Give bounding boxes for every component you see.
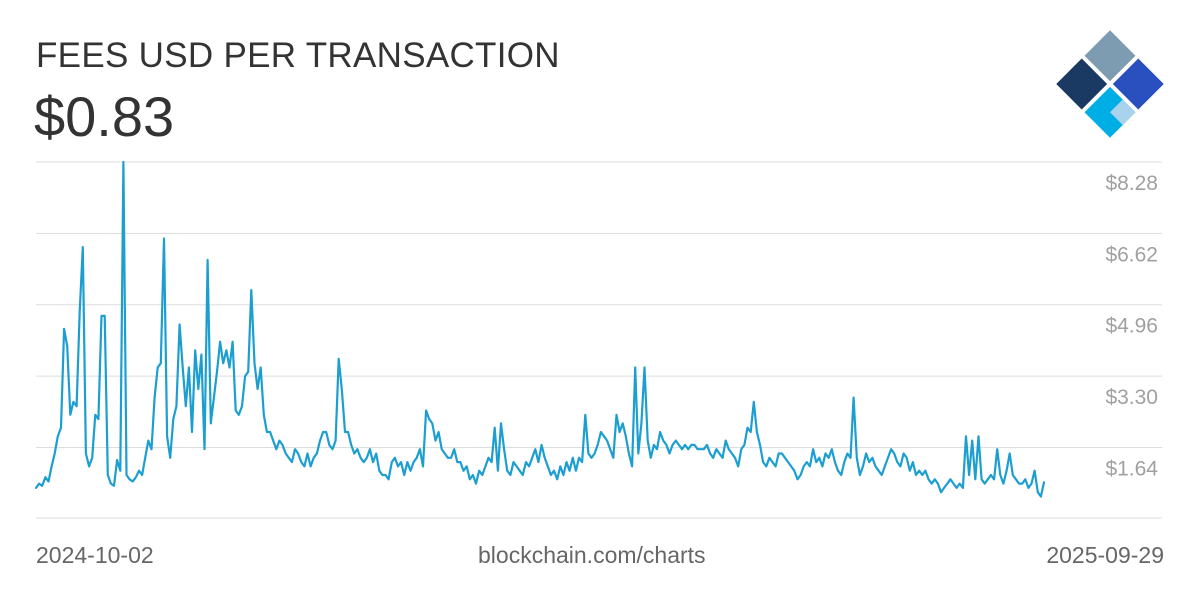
chart-grid [36, 161, 1162, 519]
start-date-label: 2024-10-02 [36, 542, 154, 568]
source-link[interactable]: blockchain.com/charts [478, 542, 706, 568]
chart-title: FEES USD PER TRANSACTION [36, 36, 560, 75]
y-tick-label-1: $3.30 [1105, 386, 1158, 409]
y-tick-label-3: $6.62 [1105, 243, 1158, 266]
y-tick-label-0: $1.64 [1105, 457, 1158, 480]
current-value: $0.83 [34, 85, 175, 148]
y-axis-tick-labels: $1.64 $3.30 $4.96 $6.62 $8.28 [1105, 172, 1158, 480]
blockchain-diamond-logo-icon [1056, 30, 1164, 138]
end-date-label: 2025-09-29 [1046, 542, 1164, 568]
y-tick-label-4: $8.28 [1105, 172, 1158, 195]
fees-series-line [34, 160, 1046, 498]
y-tick-label-2: $4.96 [1105, 315, 1158, 338]
logo-square-top [1084, 30, 1136, 82]
